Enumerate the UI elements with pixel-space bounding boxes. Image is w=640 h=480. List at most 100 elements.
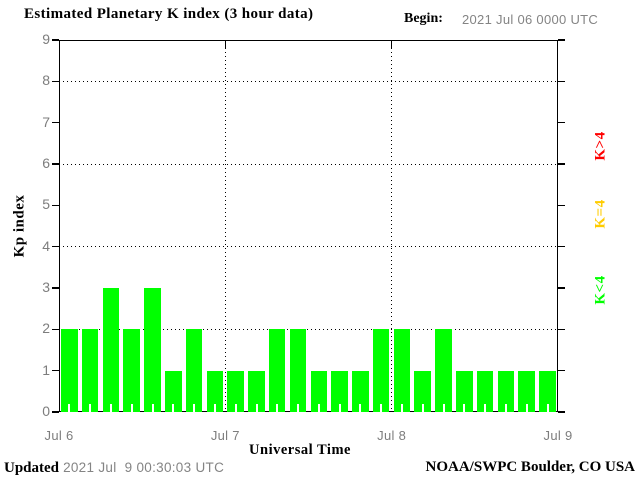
y-tick-right bbox=[558, 287, 565, 289]
y-tick-left bbox=[52, 411, 59, 413]
x-tick-notch bbox=[525, 404, 528, 412]
y-tick-right bbox=[558, 245, 565, 248]
y-tick-left bbox=[52, 287, 59, 289]
x-tick-notch bbox=[213, 404, 216, 412]
plot-area bbox=[52, 39, 565, 413]
gridline-y-4 bbox=[59, 246, 558, 248]
y-tick-label: 7 bbox=[42, 113, 50, 130]
x-tick-notch bbox=[505, 404, 508, 412]
kp-bar bbox=[372, 329, 390, 412]
y-tick-left bbox=[52, 369, 59, 372]
x-tick-notch bbox=[172, 404, 175, 412]
x-tick-notch bbox=[442, 404, 445, 412]
x-tick-notch bbox=[109, 404, 112, 412]
y-tick-right bbox=[558, 121, 565, 124]
y-tick-left bbox=[52, 163, 59, 165]
kp-bar bbox=[102, 288, 120, 412]
kp-bar bbox=[81, 329, 99, 412]
kp-bar bbox=[248, 370, 265, 412]
x-axis-title: Universal Time bbox=[249, 442, 351, 458]
x-tick-notch bbox=[68, 404, 71, 412]
y-tick-left bbox=[52, 328, 59, 331]
x-tick-notch bbox=[317, 404, 320, 412]
gridline-y-6 bbox=[59, 163, 558, 165]
gridline-day-boundary bbox=[224, 40, 226, 412]
kp-bar bbox=[414, 370, 432, 412]
y-tick-label: 6 bbox=[42, 155, 50, 171]
kp-bar bbox=[518, 370, 535, 412]
kp-bar bbox=[268, 329, 286, 412]
chart-title: Estimated Planetary K index (3 hour data… bbox=[24, 6, 314, 22]
y-tick-label: 1 bbox=[42, 361, 50, 378]
y-tick-label: 4 bbox=[42, 237, 50, 254]
kp-bar bbox=[435, 329, 452, 412]
y-tick-left bbox=[52, 204, 59, 207]
x-tick-notch bbox=[151, 404, 154, 412]
begin-datetime: 2021 Jul 06 0000 UTC bbox=[462, 12, 599, 27]
x-tick-notch bbox=[484, 404, 487, 412]
gridline-day-boundary bbox=[391, 40, 393, 412]
y-tick-right bbox=[558, 80, 565, 83]
x-tick-notch bbox=[193, 404, 196, 412]
day-boundary-top-tick bbox=[390, 40, 393, 48]
x-tick-notch bbox=[359, 404, 362, 412]
begin-label: Begin: bbox=[404, 11, 443, 26]
kp-bar bbox=[164, 370, 182, 412]
kp-bar bbox=[144, 288, 161, 412]
x-tick-notch bbox=[130, 404, 133, 412]
kp-bar bbox=[497, 370, 515, 412]
x-tick-notch bbox=[463, 404, 466, 412]
x-axis-day-label: Jul 9 bbox=[543, 428, 573, 443]
plot-frame bbox=[59, 40, 558, 412]
updated-value: 2021 Jul 9 00:30:03 UTC bbox=[59, 460, 225, 475]
y-tick-left bbox=[52, 121, 59, 124]
y-tick-label: 3 bbox=[42, 279, 50, 295]
y-tick-right bbox=[558, 411, 565, 413]
y-tick-label: 9 bbox=[42, 31, 50, 47]
kp-bar bbox=[310, 370, 328, 412]
x-axis-day-label: Jul 8 bbox=[377, 428, 407, 443]
kp-bar bbox=[289, 329, 307, 412]
gridline-y-8 bbox=[59, 80, 558, 82]
y-tick-label: 0 bbox=[42, 403, 50, 419]
updated-timestamp: Updated 2021 Jul 9 00:30:03 UTC bbox=[4, 459, 224, 477]
y-tick-right bbox=[558, 328, 565, 331]
credit-text: NOAA/SWPC Boulder, CO USA bbox=[425, 459, 635, 475]
y-tick-right bbox=[558, 39, 565, 41]
kp-bar bbox=[352, 370, 369, 412]
y-tick-label: 5 bbox=[42, 196, 50, 213]
x-tick-notch bbox=[234, 404, 237, 412]
kp-bar bbox=[123, 329, 140, 412]
kp-bar bbox=[393, 329, 411, 412]
y-tick-left bbox=[52, 39, 59, 41]
kp-bar bbox=[476, 370, 494, 412]
legend-item-eq4: K=4 bbox=[592, 199, 609, 229]
y-tick-label: 8 bbox=[42, 72, 50, 89]
x-tick-notch bbox=[255, 404, 258, 412]
y-tick-right bbox=[558, 369, 565, 372]
day-boundary-top-tick bbox=[224, 40, 227, 48]
x-tick-notch bbox=[401, 404, 404, 412]
x-axis-day-label: Jul 6 bbox=[44, 428, 74, 443]
y-tick-label: 2 bbox=[42, 320, 50, 337]
gridline-y-2 bbox=[59, 328, 558, 330]
x-tick-notch bbox=[546, 404, 549, 412]
y-tick-left bbox=[52, 245, 59, 248]
updated-label: Updated bbox=[4, 460, 60, 476]
x-tick-notch bbox=[276, 404, 279, 412]
x-tick-notch bbox=[338, 404, 341, 412]
y-tick-right bbox=[558, 204, 565, 207]
kp-bar bbox=[185, 329, 203, 412]
kp-bar bbox=[206, 370, 224, 412]
legend-item-gt4: K>4 bbox=[592, 131, 609, 161]
x-tick-notch bbox=[297, 404, 300, 412]
x-tick-notch bbox=[380, 404, 383, 412]
x-axis-day-label: Jul 7 bbox=[210, 428, 240, 443]
kp-bar bbox=[331, 370, 348, 412]
x-tick-notch bbox=[421, 404, 424, 412]
kp-bar bbox=[61, 329, 78, 412]
kp-bar bbox=[227, 370, 244, 412]
y-tick-left bbox=[52, 80, 59, 83]
legend-item-lt4: K<4 bbox=[592, 275, 609, 305]
